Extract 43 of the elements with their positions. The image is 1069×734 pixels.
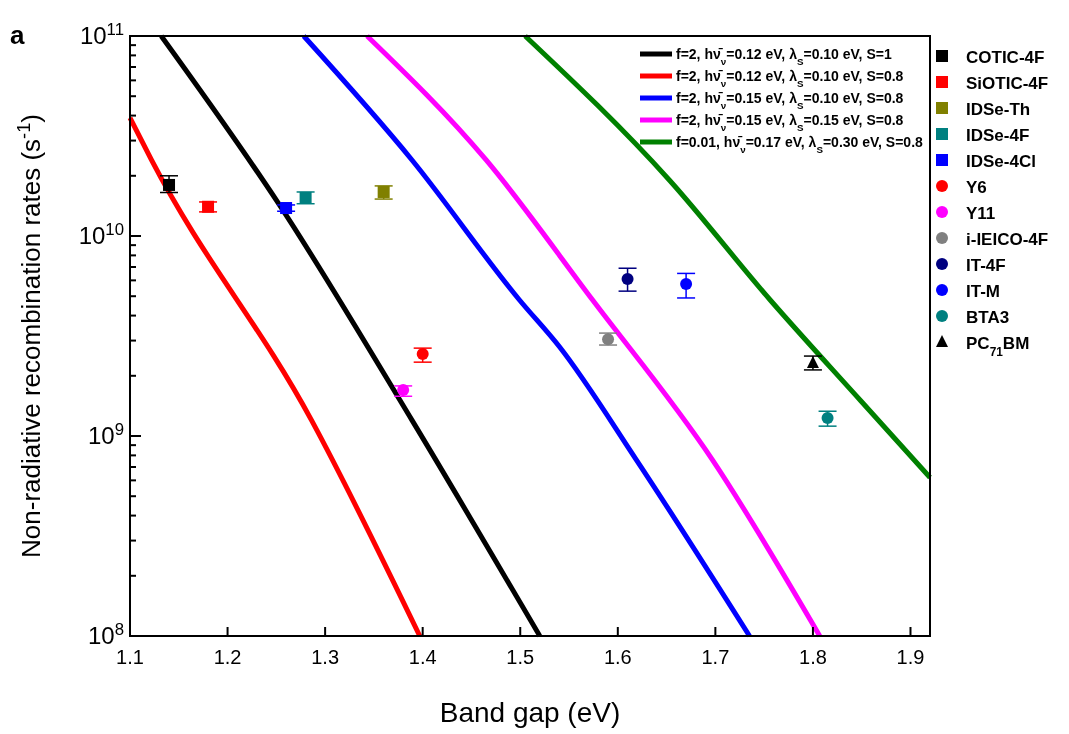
legend-label: f=2, hν̄$_{ν}$=0.15 eV, λ$_{S}$=0.10 eV, S=0.8 xyxy=(676,90,904,111)
y-tick-label: 10$^{8}$ xyxy=(87,619,124,649)
point xyxy=(680,278,693,291)
legend-label: Y6 xyxy=(966,178,987,197)
point xyxy=(602,333,615,346)
point xyxy=(621,272,634,285)
x-axis-title: Band gap (eV) xyxy=(439,697,621,728)
x-tick-label: 1.1 xyxy=(116,646,144,668)
legend-label: COTIC-4F xyxy=(966,48,1045,67)
legend-label: f=0.01, hν̄$_{ν}$=0.17 eV, λ$_{S}$=0.30 eV, S=0.8 xyxy=(676,134,924,155)
x-tick-label: 1.2 xyxy=(213,646,242,668)
legend-label: IT-M xyxy=(966,282,1000,301)
point xyxy=(202,200,215,213)
y-tick-label: 10$^{9}$ xyxy=(87,419,124,449)
legend-label: f=2, hν̄$_{ν}$=0.12 eV, λ$_{S}$=0.10 eV, S=0.8 xyxy=(676,68,904,89)
legend-label: IDSe-4Cl xyxy=(966,152,1036,171)
x-tick-label: 1.7 xyxy=(701,646,730,668)
point xyxy=(280,202,293,215)
x-tick-label: 1.5 xyxy=(506,646,535,668)
legend-label: f=2, hν̄$_{ν}$=0.12 eV, λ$_{S}$=0.10 eV, S=1 xyxy=(676,46,892,67)
x-tick-label: 1.8 xyxy=(799,646,827,668)
point xyxy=(397,383,410,396)
legend-label: IDSe-Th xyxy=(966,100,1031,119)
legend-label: f=2, hν̄$_{ν}$=0.15 eV, λ$_{S}$=0.15 eV, S=0.8 xyxy=(676,112,904,133)
legend-label: Y11 xyxy=(966,204,996,223)
point xyxy=(299,191,312,204)
point xyxy=(416,348,429,361)
x-tick-label: 1.4 xyxy=(408,646,437,668)
point xyxy=(163,178,176,191)
x-tick-label: 1.3 xyxy=(311,646,340,668)
text: a xyxy=(10,20,25,50)
point xyxy=(821,412,834,425)
y-tick-label: 10$^{11}$ xyxy=(79,19,124,49)
legend-label: PC$_{71}$BM xyxy=(966,334,1030,359)
legend-label: SiOTIC-4F xyxy=(966,74,1049,93)
y-tick-label: 10$^{10}$ xyxy=(78,219,124,249)
legend-label: IT-4F xyxy=(966,256,1006,275)
legend-label: i-IEICO-4F xyxy=(966,230,1049,249)
legend-label: IDSe-4F xyxy=(966,126,1030,145)
legend-label: BTA3 xyxy=(966,308,1010,327)
x-tick-label: 1.9 xyxy=(896,646,925,668)
point xyxy=(377,185,390,198)
x-tick-label: 1.6 xyxy=(603,646,632,668)
